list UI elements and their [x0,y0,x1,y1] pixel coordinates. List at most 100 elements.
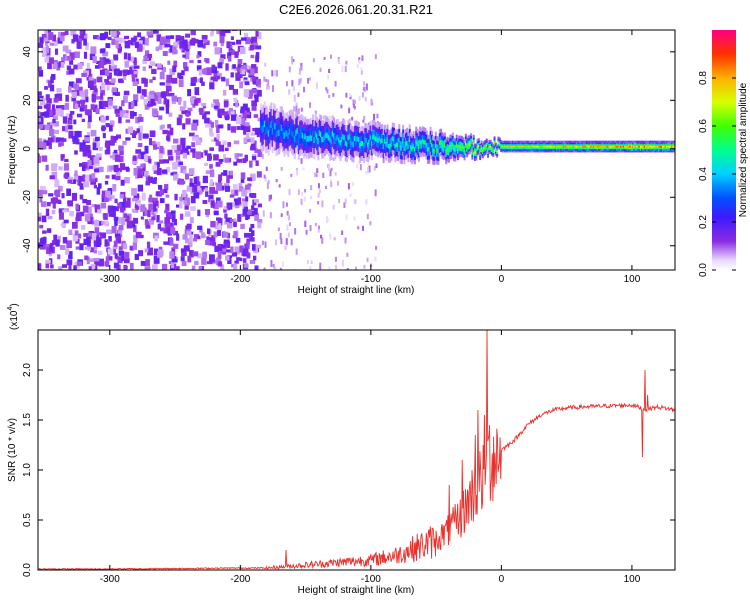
heat-cell [47,137,54,143]
heat-cell [567,148,570,151]
heat-cell [407,144,410,149]
heat-cell [582,145,585,148]
heat-cell [137,184,144,192]
heat-cell [363,133,366,139]
heat-cell [45,94,50,101]
heat-cell [626,150,629,153]
heat-cell [57,254,61,260]
heat-cell [376,151,379,157]
heat-cell [105,58,110,63]
heat-cell [605,145,608,148]
heat-cell [274,129,277,136]
heat-cell [603,140,606,143]
heat-cell [601,147,604,150]
heat-cell [534,142,537,145]
heat-cell [301,144,304,150]
heat-cell [341,230,344,236]
heat-cell [159,220,164,224]
heat-cell [347,183,350,190]
heat-cell [38,118,42,122]
heat-cell [494,142,497,145]
heat-cell [425,147,428,152]
heat-cell [347,124,350,131]
heat-cell [616,145,619,148]
heat-cell [548,143,551,146]
heat-cell [241,69,246,75]
heat-cell [641,147,644,150]
heat-cell [232,184,238,190]
heat-cell [76,41,81,49]
heat-cell [59,33,65,42]
heat-cell [579,143,582,146]
heat-cell [519,147,522,150]
heat-cell [62,237,68,244]
heat-cell [149,90,155,95]
heat-cell [286,112,289,119]
heat-cell [407,153,410,158]
heat-cell [646,145,649,148]
heat-cell [153,255,160,264]
heat-cell [217,218,223,226]
heat-cell [110,205,117,211]
heat-cell [578,147,581,150]
heat-cell [267,142,270,150]
heat-cell [612,150,615,153]
heat-cell [50,246,55,254]
heat-cell [471,154,474,158]
heat-cell [328,266,331,270]
heat-cell [659,142,662,145]
heat-cell [620,145,623,148]
heat-cell [393,123,396,128]
heat-cell [375,245,378,250]
heat-cell [261,107,264,114]
heat-cell [169,251,175,259]
heat-cell [191,265,196,270]
heat-cell [226,232,231,239]
heat-cell [314,120,317,126]
heat-cell [365,133,368,139]
heat-cell [637,143,640,146]
heat-cell [472,144,475,148]
heat-cell [454,158,457,162]
heat-cell [51,209,56,215]
heat-cell [204,117,210,124]
heat-cell [552,140,555,143]
heat-cell [47,215,53,220]
heat-cell [261,139,264,146]
heat-cell [280,112,283,119]
heat-cell [272,121,275,129]
heat-cell [600,140,603,143]
heat-cell [252,79,258,84]
heat-cell [539,148,542,151]
heat-cell [654,143,657,146]
heat-cell [227,56,232,62]
heat-cell [117,257,123,264]
colorbar-label: Normalized spectral amplitude [738,82,749,217]
heat-cell [424,148,427,153]
heat-cell [591,145,594,148]
heat-cell [179,149,186,155]
heat-cell [109,155,114,159]
heat-cell [369,125,372,131]
heat-cell [123,213,128,219]
heat-cell [497,136,500,139]
heat-cell [300,137,303,143]
heat-cell [442,152,445,157]
heat-cell [67,200,74,207]
heat-cell [239,245,244,253]
heat-cell [124,177,130,184]
heat-cell [250,193,257,199]
heat-cell [52,197,59,204]
heat-cell [160,36,166,45]
heat-cell [614,140,617,143]
heat-cell [192,104,196,108]
heat-cell [269,137,272,144]
heat-cell [235,72,241,78]
heat-cell [288,146,291,153]
heat-cell [451,152,454,157]
heat-cell [389,139,392,145]
heat-cell [652,142,655,145]
heat-cell [450,141,453,146]
heat-cell [248,95,253,99]
heat-cell [537,148,540,151]
